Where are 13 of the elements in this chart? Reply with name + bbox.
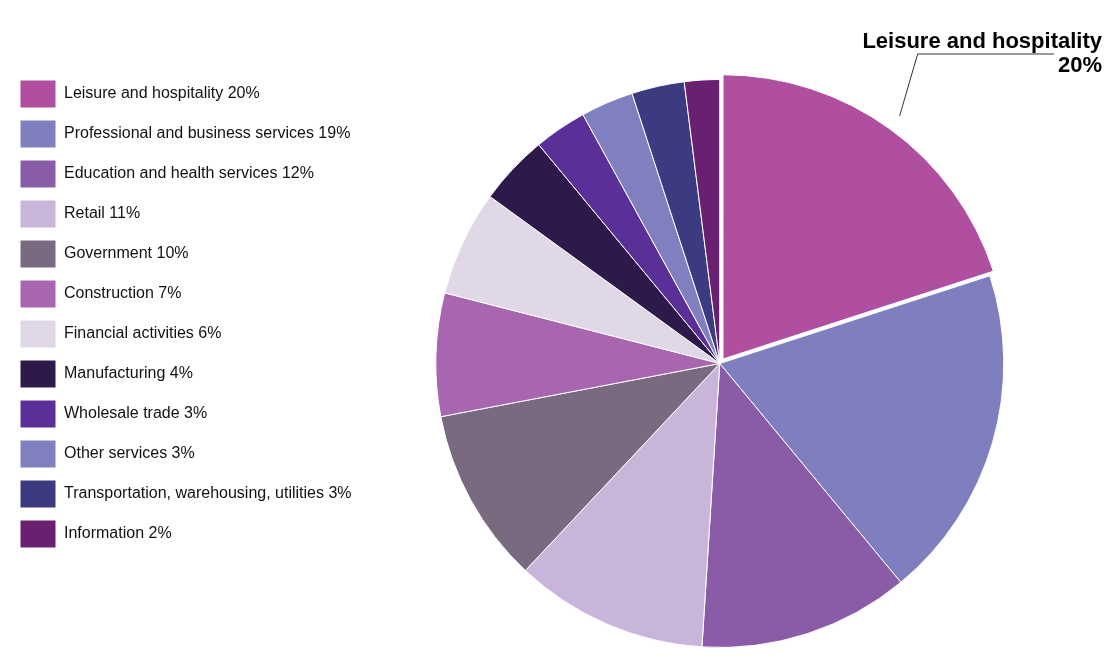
legend-label: Education and health services 12% [64, 164, 314, 182]
legend-label: Financial activities 6% [64, 324, 222, 342]
text: Leisure and hospitality 20% [862, 28, 1103, 77]
legend-label: Leisure and hospitality 20% [64, 84, 260, 102]
legend-label: Other services 3% [64, 444, 195, 462]
legend-label: Information 2% [64, 524, 172, 542]
legend-label: Professional and business services 19% [64, 124, 351, 142]
legend-label: Transportation, warehousing, utilities 3% [64, 484, 352, 502]
legend-label: Retail 11% [64, 204, 141, 222]
legend-label: Wholesale trade 3% [64, 404, 208, 422]
legend-label: Construction 7% [64, 284, 182, 302]
legend-label: Manufacturing 4% [64, 364, 193, 382]
legend-label: Government 10% [64, 244, 189, 262]
